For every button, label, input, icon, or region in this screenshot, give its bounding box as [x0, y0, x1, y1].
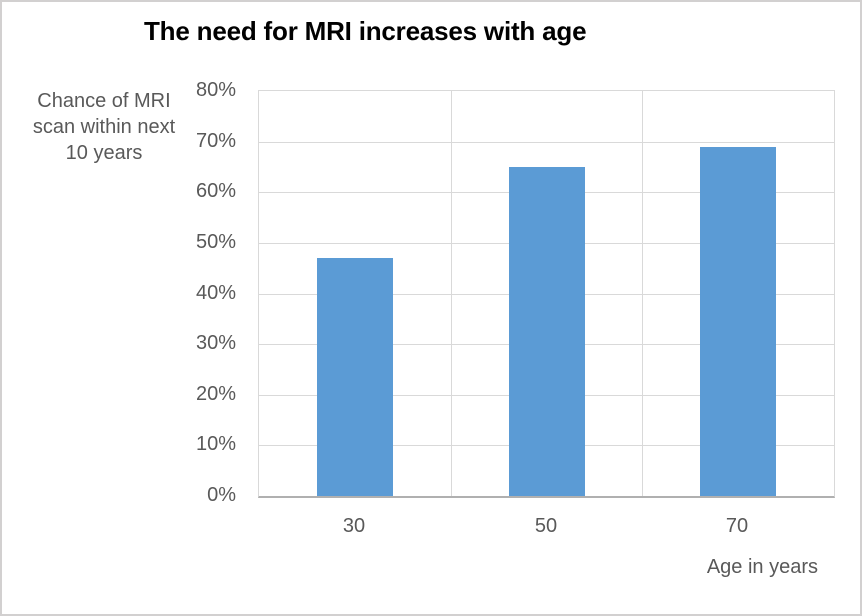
y-axis-title-line: 10 years — [65, 142, 143, 164]
x-axis-tick-label: 70 — [725, 515, 749, 537]
y-axis-tick-label: 50% — [195, 231, 236, 253]
x-axis-tick-label: 30 — [342, 515, 366, 537]
y-axis-title-line: scan within next — [32, 116, 176, 138]
y-axis-title: Chance of MRI scan within next 10 years — [18, 88, 190, 166]
plot-area — [258, 90, 835, 498]
y-axis-tick-label: 80% — [195, 79, 236, 101]
horizontal-gridline — [259, 142, 834, 143]
y-axis-tick-label: 20% — [195, 383, 236, 405]
y-axis-tick-label: 70% — [195, 130, 236, 152]
x-axis-title: Age in years — [706, 556, 818, 578]
bar-age-70 — [700, 147, 776, 496]
y-axis-tick-label: 60% — [195, 180, 236, 202]
chart-title: The need for MRI increases with age — [144, 16, 587, 46]
vertical-gridline — [642, 91, 643, 496]
y-axis-tick-label: 10% — [195, 433, 236, 455]
y-axis-title-line: Chance of MRI — [37, 90, 171, 112]
bar-age-30 — [317, 258, 393, 496]
y-axis-tick-label: 0% — [207, 484, 236, 506]
vertical-gridline — [451, 91, 452, 496]
bar-age-50 — [509, 167, 585, 496]
y-axis-tick-label: 30% — [195, 332, 236, 354]
y-axis-tick-label: 40% — [195, 282, 236, 304]
x-axis-tick-label: 50 — [534, 515, 558, 537]
